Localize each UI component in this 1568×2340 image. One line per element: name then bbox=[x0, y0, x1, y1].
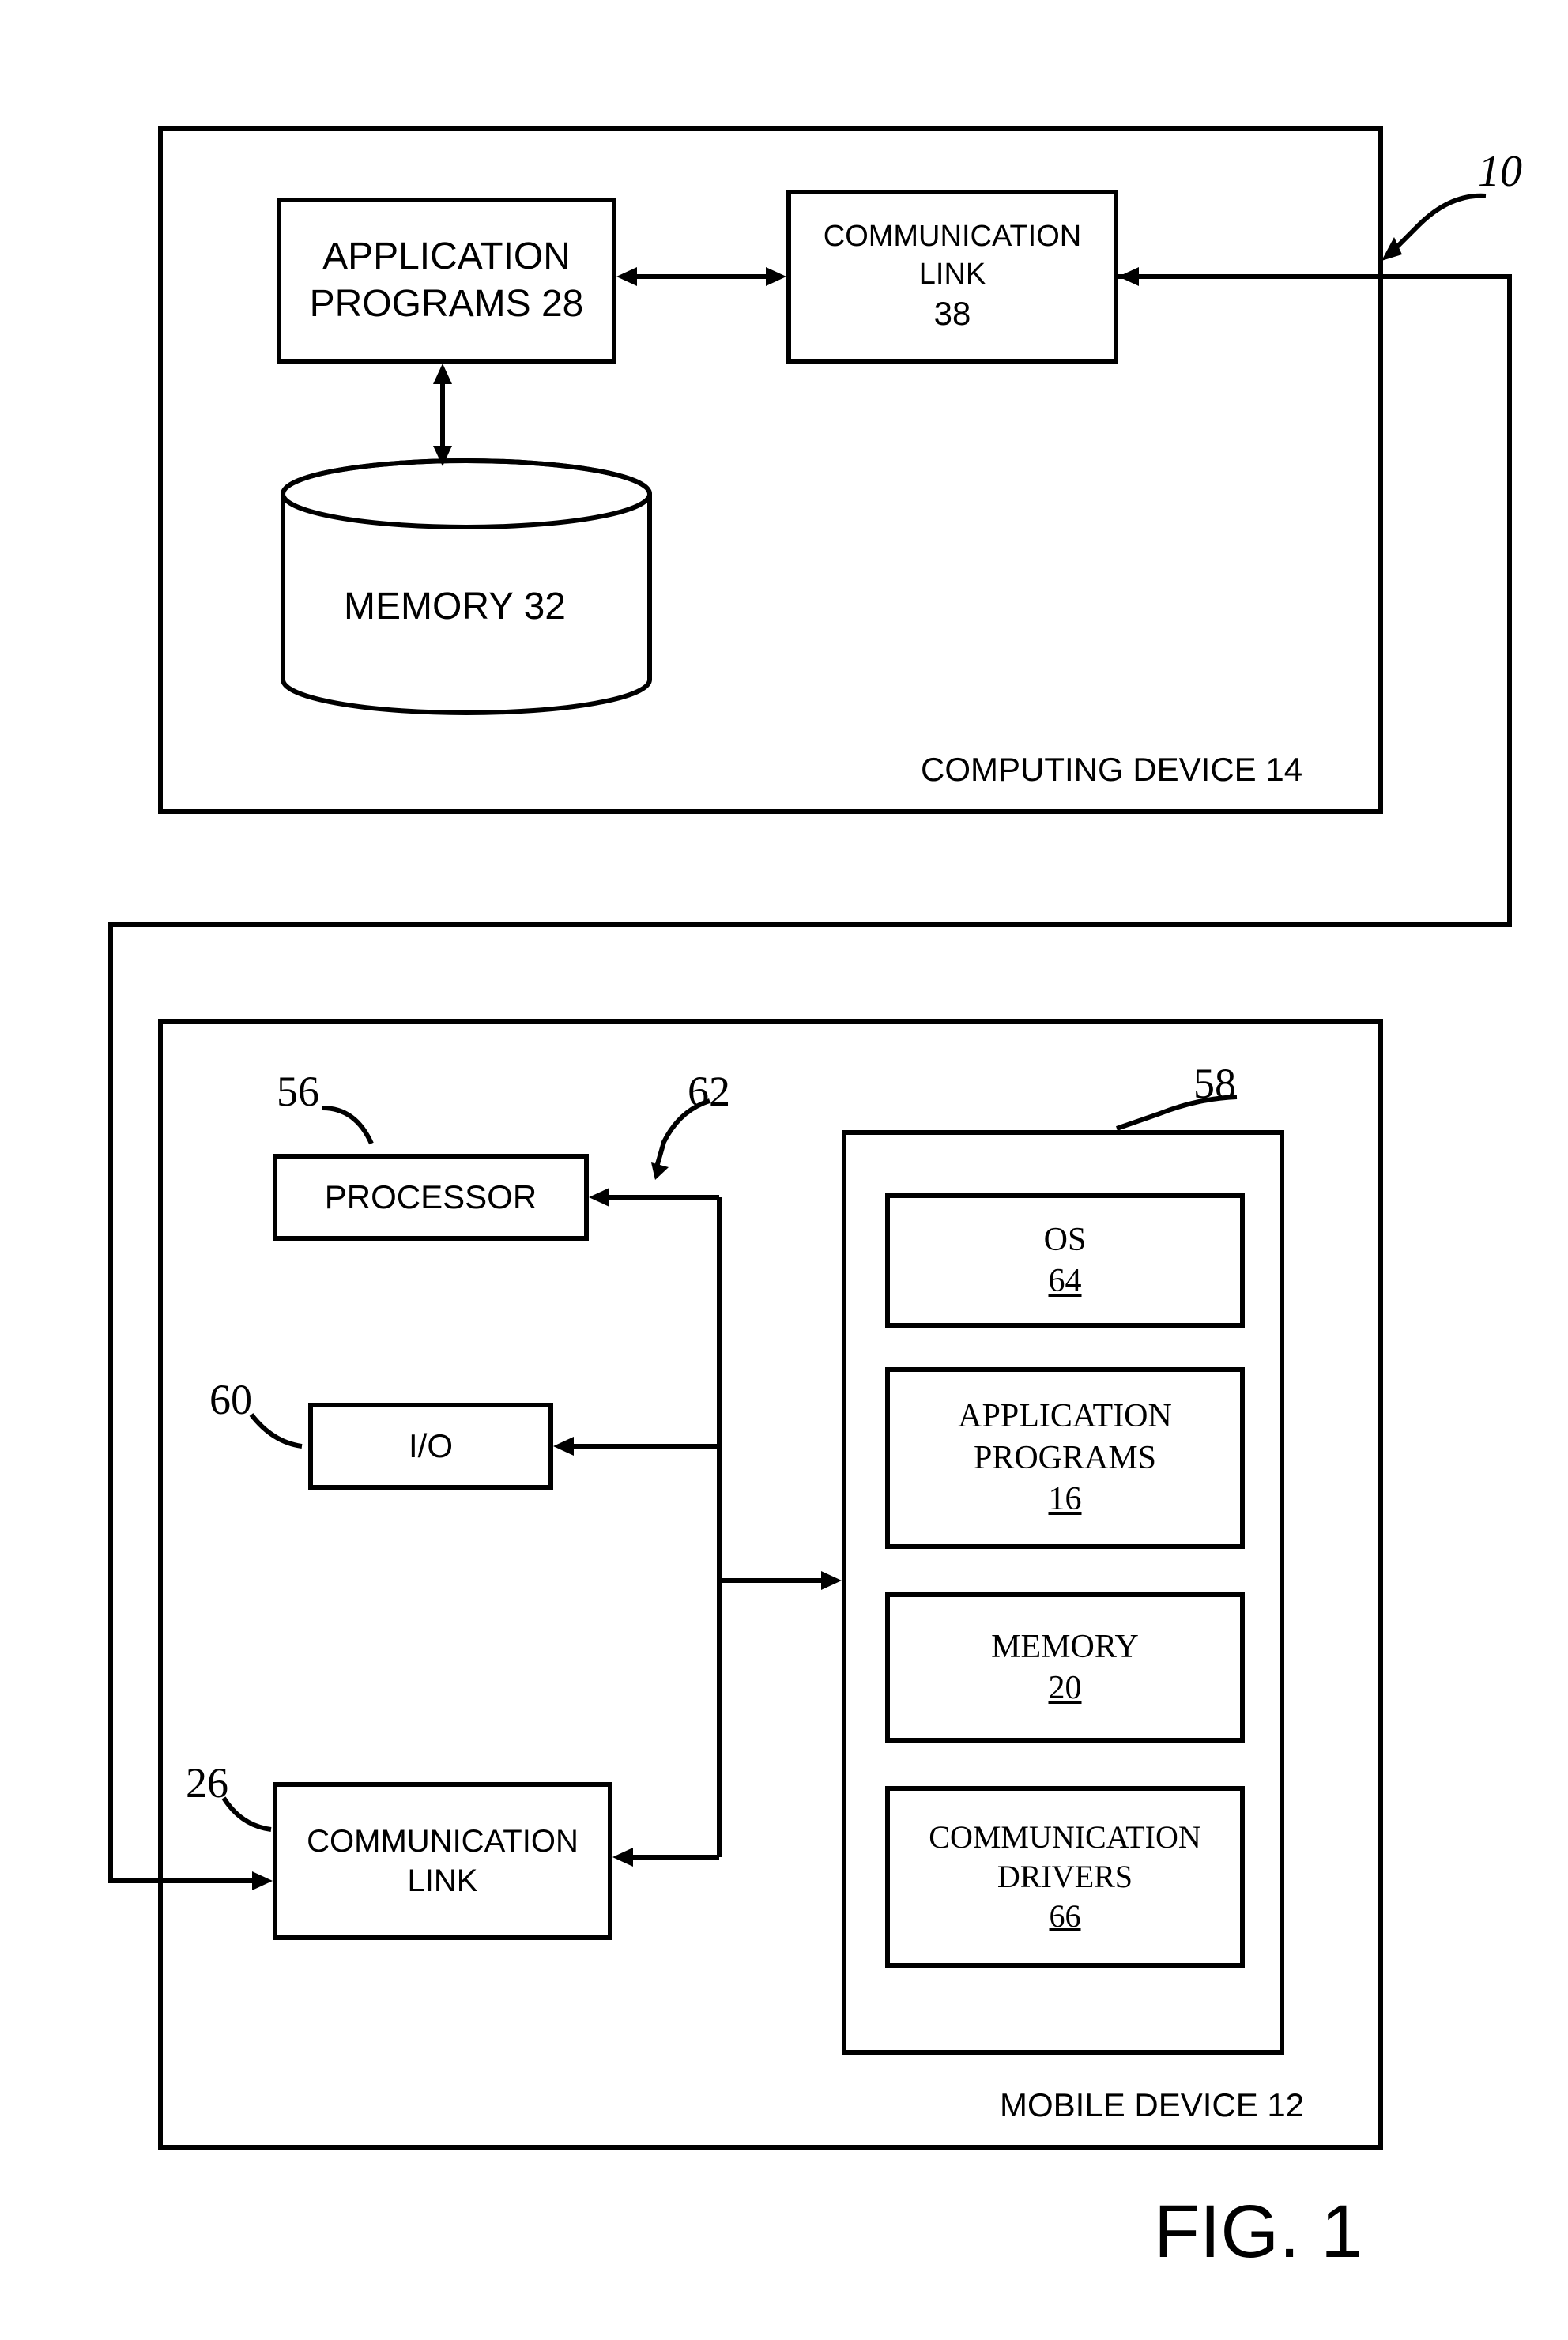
os-ref: 64 bbox=[1049, 1260, 1082, 1302]
mobile-apps-line2: PROGRAMS bbox=[974, 1438, 1156, 1479]
ref-10: 10 bbox=[1478, 146, 1522, 197]
app-programs-line1: APPLICATION bbox=[322, 233, 571, 281]
io-box: I/O bbox=[308, 1403, 553, 1490]
ref-26: 26 bbox=[186, 1758, 228, 1807]
comm-link-bottom-box: COMMUNICATION LINK bbox=[273, 1782, 612, 1940]
mobile-apps-line1: APPLICATION bbox=[958, 1396, 1172, 1438]
comm-link-38-box: COMMUNICATION LINK 38 bbox=[786, 190, 1118, 364]
mobile-memory-ref: 20 bbox=[1049, 1667, 1082, 1709]
mobile-memory-label: MEMORY bbox=[991, 1626, 1139, 1668]
app-programs-box: APPLICATION PROGRAMS 28 bbox=[277, 198, 616, 364]
mobile-apps-box: APPLICATION PROGRAMS 16 bbox=[885, 1367, 1245, 1549]
mobile-apps-ref: 16 bbox=[1049, 1479, 1082, 1520]
comm-drivers-line1: COMMUNICATION bbox=[929, 1818, 1200, 1857]
mobile-memory-box: MEMORY 20 bbox=[885, 1592, 1245, 1743]
ref-10-leader bbox=[1375, 182, 1494, 277]
comm-link-bottom-line1: COMMUNICATION bbox=[307, 1822, 579, 1861]
comm-drivers-ref: 66 bbox=[1050, 1897, 1081, 1936]
processor-box: PROCESSOR bbox=[273, 1154, 589, 1241]
ref-58: 58 bbox=[1193, 1059, 1236, 1108]
ref-56: 56 bbox=[277, 1067, 319, 1116]
os-label: OS bbox=[1044, 1219, 1087, 1261]
mobile-device-title: MOBILE DEVICE 12 bbox=[1000, 2086, 1304, 2124]
memory-32-label: MEMORY 32 bbox=[344, 585, 566, 628]
os-box: OS 64 bbox=[885, 1193, 1245, 1328]
ref-60: 60 bbox=[209, 1375, 252, 1424]
comm-link-38-line1: COMMUNICATION bbox=[824, 218, 1082, 256]
comm-drivers-line2: DRIVERS bbox=[997, 1857, 1133, 1897]
io-label: I/O bbox=[409, 1426, 453, 1468]
figure-caption: FIG. 1 bbox=[1154, 2189, 1363, 2275]
comm-link-38-ref: 38 bbox=[934, 293, 971, 335]
figure-canvas: APPLICATION PROGRAMS 28 COMMUNICATION LI… bbox=[32, 32, 1568, 2308]
processor-label: PROCESSOR bbox=[325, 1177, 537, 1219]
computing-device-title: COMPUTING DEVICE 14 bbox=[921, 751, 1302, 789]
app-programs-line2: PROGRAMS 28 bbox=[310, 281, 584, 328]
comm-drivers-box: COMMUNICATION DRIVERS 66 bbox=[885, 1786, 1245, 1968]
comm-link-bottom-line2: LINK bbox=[408, 1861, 478, 1901]
ref-62: 62 bbox=[688, 1067, 730, 1116]
comm-link-38-line2: LINK bbox=[919, 256, 986, 294]
